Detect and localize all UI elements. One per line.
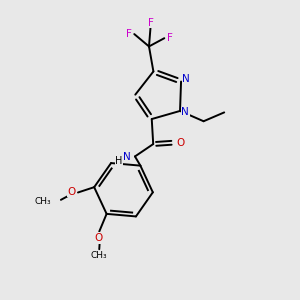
Text: CH₃: CH₃: [91, 251, 108, 260]
Text: N: N: [123, 152, 131, 162]
Text: CH₃: CH₃: [35, 197, 52, 206]
Text: N: N: [182, 107, 189, 117]
Text: F: F: [148, 18, 153, 28]
Text: F: F: [126, 29, 132, 39]
Text: F: F: [167, 33, 172, 43]
Text: O: O: [94, 233, 103, 243]
Text: H: H: [116, 156, 123, 166]
Text: O: O: [68, 187, 76, 197]
Text: N: N: [182, 74, 190, 84]
Text: O: O: [176, 138, 184, 148]
